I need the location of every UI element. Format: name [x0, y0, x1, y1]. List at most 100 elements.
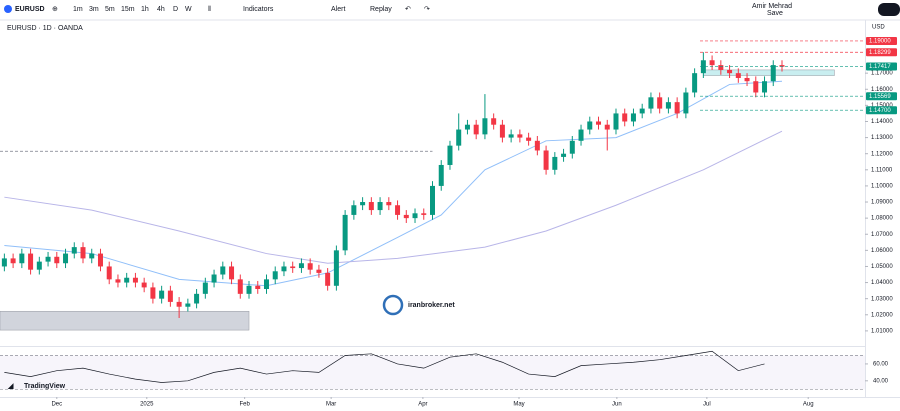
candle-body [28, 253, 34, 270]
candle-body [71, 247, 77, 254]
candle-body [735, 73, 741, 78]
y-tick-label: 1.01000 [871, 328, 893, 334]
candle-body [692, 73, 698, 93]
candle-body [124, 277, 130, 283]
candle-body [622, 113, 628, 122]
candle-body [272, 271, 278, 280]
price-tag [866, 62, 897, 71]
interval[interactable]: 1m [73, 6, 83, 13]
zone [703, 69, 835, 76]
candle-body [587, 121, 593, 130]
interval[interactable]: 4h [157, 6, 165, 13]
chart-title: EURUSD · 1D · OANDA [7, 25, 83, 32]
candle-body [395, 205, 401, 215]
candle-body [665, 102, 671, 109]
candle-body [342, 214, 348, 251]
watermark: iranbroker.net [408, 302, 455, 309]
candle-body [508, 134, 514, 138]
candle-body [36, 261, 42, 270]
add-symbol[interactable]: ⊕ [52, 6, 58, 13]
candle-body [19, 253, 25, 264]
candle-body [325, 272, 331, 286]
candle-body [159, 290, 165, 299]
candle-body [150, 287, 156, 299]
candle-body [132, 277, 138, 283]
candle-body [1, 258, 7, 267]
candle-body [561, 153, 567, 157]
y-tick-label: 1.11000 [871, 167, 893, 173]
y-tick-label: 1.14000 [871, 119, 893, 125]
moving-average [4, 80, 783, 287]
candle-body [604, 124, 610, 130]
interval[interactable]: W [185, 6, 192, 13]
interval[interactable]: 1h [141, 6, 149, 13]
x-tick-label: 2025 [140, 402, 154, 408]
candle-body [54, 256, 60, 264]
replay[interactable]: Replay [370, 6, 392, 13]
candle-body [456, 129, 462, 146]
candle-body [45, 256, 51, 262]
price-tag-label: 1.15569 [869, 94, 891, 100]
candle-body [185, 303, 191, 307]
candle-body [639, 108, 645, 114]
candle-body [578, 129, 584, 141]
candle-body [491, 118, 497, 125]
candle-body [648, 97, 654, 109]
candle-body [229, 266, 235, 280]
rsi-tick-label: 40.00 [873, 378, 889, 384]
symbol[interactable]: EURUSD [15, 6, 45, 13]
y-tick-label: 1.16000 [871, 87, 893, 93]
candle-body [97, 253, 103, 267]
brand: TradingView [24, 383, 66, 390]
candle-body [534, 140, 540, 151]
rsi-line [4, 350, 765, 383]
candle-body [744, 77, 750, 82]
x-tick-label: Apr [418, 402, 427, 408]
candle-body [377, 202, 383, 211]
price-tag [866, 106, 897, 115]
candle-body [255, 285, 261, 290]
symbol-icon [4, 5, 12, 13]
interval[interactable]: 15m [121, 6, 135, 13]
candle-body [386, 202, 392, 206]
price-tag-label: 1.14700 [869, 108, 891, 114]
candle-body [106, 266, 112, 280]
price-tag-label: 1.17417 [869, 64, 891, 70]
candle-body [368, 202, 374, 211]
currency: USD [872, 25, 885, 31]
candle-body [263, 279, 269, 290]
price-tag [866, 48, 897, 57]
interval[interactable]: D [173, 6, 178, 13]
y-tick-label: 1.09000 [871, 200, 893, 206]
undo[interactable]: ↶ [405, 6, 411, 13]
save[interactable]: Save [767, 10, 783, 17]
indicators[interactable]: Indicators [243, 6, 274, 13]
candle-body [473, 124, 479, 135]
alert[interactable]: Alert [331, 6, 345, 13]
publish-button[interactable] [878, 3, 900, 16]
candle-body [421, 213, 427, 215]
x-tick-label: Aug [803, 402, 814, 408]
y-tick-label: 1.08000 [871, 216, 893, 222]
candle-body [115, 279, 121, 283]
candle-body [438, 164, 444, 186]
watermark-icon [382, 294, 404, 316]
candle-body [360, 202, 366, 206]
interval[interactable]: 5m [105, 6, 115, 13]
candle-body [543, 150, 549, 170]
redo[interactable]: ↷ [424, 6, 430, 13]
candle-body [316, 269, 322, 273]
candle-body [430, 185, 435, 215]
interval[interactable]: 3m [89, 6, 99, 13]
bars-icon[interactable]: ⫴ [208, 5, 211, 13]
candle-body [569, 140, 575, 154]
candle-body [517, 134, 523, 138]
candle-body [683, 92, 689, 114]
candle-body [351, 205, 357, 215]
y-tick-label: 1.13000 [871, 135, 893, 141]
candle-body [700, 60, 706, 74]
candle-body [552, 156, 558, 170]
y-tick-label: 1.02000 [871, 312, 893, 318]
